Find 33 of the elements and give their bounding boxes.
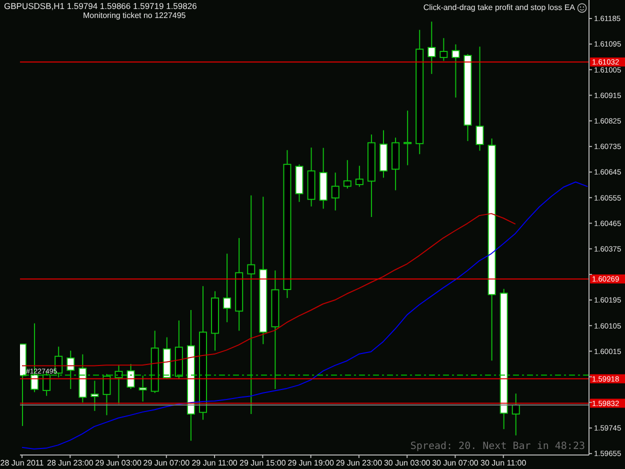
annotation: Spread: 20. Next Bar in 48:23 [410,441,585,452]
candlestick [126,364,135,390]
candlestick [331,172,340,211]
candlestick [66,350,75,390]
candlestick [343,160,352,190]
candlestick [223,253,232,323]
candlestick [428,21,436,74]
candlestick [512,393,520,436]
x-tick-label: 30 Jun 07:00 [432,458,479,468]
candlestick [138,375,147,402]
candlestick [114,364,123,405]
candlestick [90,380,99,412]
line-series [22,182,588,450]
x-tick-label: 28 Jun 23:00 [47,458,94,468]
candlestick [452,44,460,98]
candlestick [476,46,484,152]
x-tick-label: 29 Jun 07:00 [143,458,190,468]
candlestick [247,194,256,415]
x-tick-label: 29 Jun 23:00 [336,458,383,468]
x-tick-label: 30 Jun 03:00 [384,458,431,468]
x-tick-label: 29 Jun 19:00 [288,458,334,468]
annotation: Monitoring ticket no 1227495 [83,11,186,20]
candlestick [355,165,364,188]
x-tick-label: 29 Jun 15:00 [240,458,286,468]
x-tick-label: 30 Jun 11:00 [480,458,527,468]
candlestick [102,373,111,416]
candlestick [440,38,448,62]
chart-title: GBPUSDSB,H1 1.59794 1.59866 1.59719 1.59826 [4,1,197,11]
x-tick-label: 29 Jun 11:00 [192,458,238,468]
x-tick-label: 28 Jun 2011 [0,458,44,468]
x-tick-label: 29 Jun 03:00 [95,458,142,468]
annotation: Click-and-drag take profit and stop loss EA [423,3,575,12]
candlestick [404,110,412,166]
